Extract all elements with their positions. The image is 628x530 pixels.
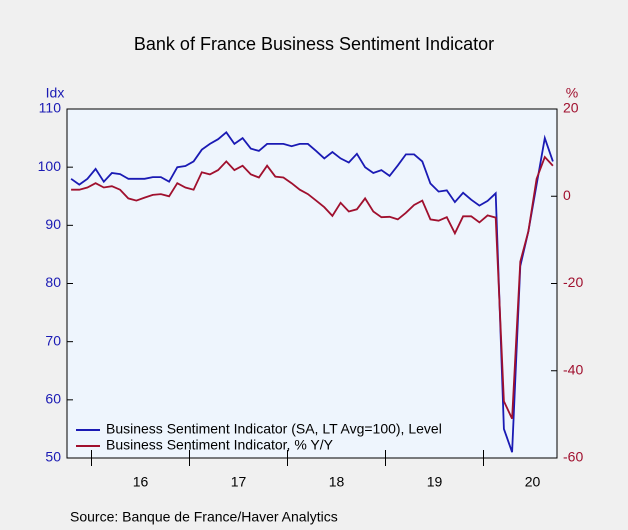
series-line (70, 130, 554, 453)
series-line (71, 155, 554, 420)
legend-label: Business Sentiment Indicator, % Y/Y (106, 437, 334, 453)
y-tick-label: 90 (45, 216, 61, 232)
y-tick-label: 50 (45, 449, 61, 465)
y2-tick-label: -60 (563, 449, 583, 465)
x-tick-label: 17 (231, 474, 247, 490)
x-tick-label: 20 (525, 474, 541, 490)
legend-label: Business Sentiment Indicator (SA, LT Avg… (106, 421, 442, 437)
y2-tick-label: 20 (563, 100, 579, 116)
y2-tick-label: 0 (563, 187, 571, 203)
source-note: Source: Banque de France/Haver Analytics (70, 509, 338, 525)
y-tick-label: 70 (45, 332, 61, 348)
y-tick-label: 60 (45, 391, 61, 407)
x-tick-label: 19 (427, 474, 443, 490)
y-tick-label: 100 (38, 158, 62, 174)
y-tick-label: 80 (45, 274, 61, 290)
plot-area (66, 108, 558, 459)
y2-tick-label: -20 (563, 274, 583, 290)
y2-axis-label: % (566, 85, 578, 101)
y-axis-label: Idx (46, 85, 65, 101)
x-tick-label: 16 (133, 474, 149, 490)
y2-tick-label: -40 (563, 361, 583, 377)
x-tick-label: 18 (329, 474, 345, 490)
chart-title: Bank of France Business Sentiment Indica… (134, 34, 494, 54)
y-tick-label: 110 (39, 100, 62, 116)
